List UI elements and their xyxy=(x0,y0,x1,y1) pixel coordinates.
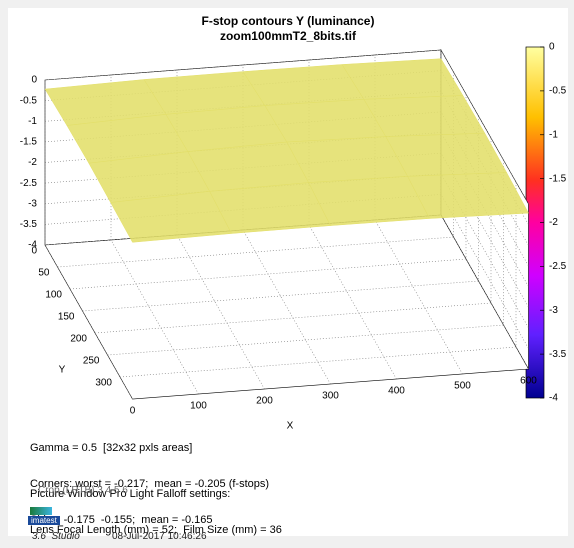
colorbar-tick-label: 0 xyxy=(549,42,555,53)
colorbar-tick-label: -3.5 xyxy=(549,349,567,360)
surface-patch xyxy=(407,172,529,219)
version: 3.6 Studio xyxy=(32,531,80,542)
chart-subtitle: zoom100mmT2_8bits.tif xyxy=(220,29,357,43)
timestamp: 08-Jul-2017 10:46:26 xyxy=(112,531,207,542)
note-line: Gamma = 0.5 [32x32 pxls areas] xyxy=(30,442,193,454)
colorbar-tick-label: -4 xyxy=(549,393,558,404)
settings-block: Picture Window Pro Light Falloff setting… xyxy=(30,464,282,548)
x-tick-label: 400 xyxy=(388,386,405,397)
z-tick-label: -3.5 xyxy=(20,219,38,230)
surface-patch xyxy=(341,58,464,100)
colorbar-tick-label: -3 xyxy=(549,305,558,316)
grid-line xyxy=(119,182,517,378)
y-tick-label: 0 xyxy=(31,246,37,257)
y-tick-label: 200 xyxy=(70,334,87,345)
y-tick-label: 50 xyxy=(38,268,50,279)
note-line: Lens Focal Length (mm) = 52; Film Size (… xyxy=(30,524,282,536)
x-tick-label: 500 xyxy=(454,381,471,392)
z-tick-label: -3 xyxy=(28,198,37,209)
floor xyxy=(44,214,529,400)
x-tick-label: 100 xyxy=(190,401,207,412)
colorbar-tick-label: -1 xyxy=(549,129,558,140)
y-tick-label: 100 xyxy=(45,290,62,301)
z-tick-label: 0 xyxy=(31,75,37,86)
z-tick-label: -2.5 xyxy=(20,178,38,189)
note-line: Corners: worst = -0.217; mean = -0.205 (… xyxy=(30,478,270,490)
z-tick-label: -1 xyxy=(28,116,37,127)
grid-line xyxy=(107,160,504,356)
x-tick-label: 600 xyxy=(520,376,537,387)
logo-mark xyxy=(30,507,52,515)
z-tick-label: -4 xyxy=(28,240,37,251)
chart-title: F-stop contours Y (luminance) xyxy=(202,14,375,28)
z-tick-label: -1.5 xyxy=(20,137,38,148)
logo: imatest xyxy=(28,516,60,525)
z-tick-label: -2 xyxy=(28,157,37,168)
y-tick-label: 150 xyxy=(58,312,75,323)
x-axis-label: X xyxy=(287,421,294,432)
x-tick-label: 0 xyxy=(130,406,136,417)
grid-line xyxy=(44,49,529,205)
colorbar-tick-label: -2 xyxy=(549,217,558,228)
surface-patch xyxy=(363,95,486,137)
y-tick-label: 250 xyxy=(83,356,100,367)
note-line: Picture Window Pro Light Falloff setting… xyxy=(30,488,231,500)
colorbar-tick-label: -0.5 xyxy=(549,86,567,97)
y-axis-label: Y xyxy=(59,365,66,376)
surface-patch xyxy=(385,132,508,177)
x-tick-label: 300 xyxy=(322,391,339,402)
crop-note: Crop (LRTB) 3 4 5 6 xyxy=(38,485,128,496)
colorbar-tick-label: -1.5 xyxy=(549,173,567,184)
colorbar-tick-label: -2.5 xyxy=(549,261,567,272)
x-tick-label: 200 xyxy=(256,396,273,407)
z-tick-label: -0.5 xyxy=(20,95,38,106)
y-tick-label: 300 xyxy=(95,378,112,389)
